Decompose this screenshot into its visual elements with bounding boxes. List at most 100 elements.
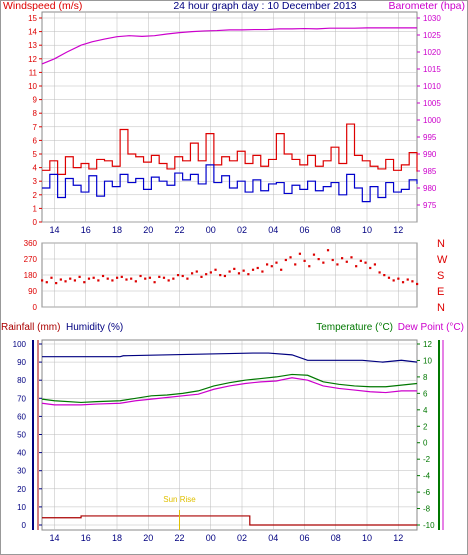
wind-direction-point [116,276,119,279]
wind-direction-point [120,275,123,278]
wind-direction-point [336,263,339,266]
x-tick-label: 10 [362,533,372,543]
wind-direction-point [209,271,212,274]
y-tick-label: 13 [28,41,37,50]
y-right-tick-label: 1005 [423,99,441,108]
humidity-line [42,352,418,363]
wind-direction-point [219,274,222,277]
y-tick-label: 10 [28,82,37,91]
y-right-tick-label: 975 [423,201,437,210]
x-tick-label: 14 [49,225,59,235]
wind-direction-point [162,276,166,279]
y-right-tick-label: 980 [423,184,437,193]
y-right-tick-label: 1000 [423,116,441,125]
y-tick-label: 0 [33,303,38,312]
wind-direction-point [191,272,194,275]
wind-direction-point [125,278,128,281]
y-right-tick-label: 0 [423,439,428,448]
y-tick-label: 0 [33,218,38,227]
wind-direction-point [237,272,241,275]
wind-direction-point [59,278,62,281]
panel-3-frame [41,339,418,531]
x-tick-label: 00 [206,225,216,235]
wind-direction-point [397,277,400,280]
wind-direction-point [266,263,269,266]
y-right-tick-label: -4 [423,472,431,481]
x-tick-label: 06 [299,533,309,543]
x-tick-label: 16 [81,533,91,543]
windspeed-label: Windspeed (m/s) [3,0,82,12]
wind-direction-point [233,267,236,270]
y-right-tick-label: 2 [423,422,428,431]
wind-direction-point [392,279,395,282]
wind-direction-point [153,281,156,284]
wind-direction-point [242,269,245,272]
barometer-line [41,27,417,65]
wind-direction-point [312,253,316,256]
x-tick-label: 10 [362,225,372,235]
temperature-label: Temperature (°C) [316,322,393,333]
wind-direction-point [176,274,180,277]
wind-direction-point [331,258,334,262]
wind-direction-point [186,277,189,280]
wind-direction-point [322,261,325,264]
y-tick-label: 14 [28,28,37,37]
graph-title: 24 hour graph day : 10 December 2013 [173,0,356,12]
rainfall-label: Rainfall (mm) [1,322,60,333]
wind-direction-point [383,274,386,277]
y-tick-label: 50 [17,431,26,440]
wind-direction-point [200,275,203,278]
x-tick-label: 00 [206,533,216,543]
wind-direction-point [205,273,208,276]
wind-direction-point [97,279,100,282]
y-right-tick-label: -6 [423,488,431,497]
wind-direction-point [294,263,297,266]
x-tick-label: 14 [49,533,59,543]
wind-direction-point [55,282,58,285]
wind-direction-point [345,260,348,263]
y-right-tick-label: 10 [423,356,432,365]
x-tick-label: 04 [268,225,278,235]
wind-direction-point [303,259,306,262]
wind-direction-point [416,282,419,286]
compass-label: N [437,238,445,250]
y-tick-label: 11 [29,68,38,77]
y-right-tick-label: 1010 [423,82,441,91]
y-tick-label: 60 [17,412,26,421]
y-tick-label: 180 [24,271,38,280]
wind-direction-point [45,281,48,284]
y-tick-label: 360 [24,239,38,248]
wind-direction-point [289,256,292,259]
barometer-label: Barometer (hpa) [389,0,465,12]
y-tick-label: 3 [33,177,38,186]
y-tick-label: 2 [33,191,38,200]
wind-direction-point [87,277,91,280]
wind-direction-point [355,265,358,268]
sunrise-label: Sun Rise [163,495,196,504]
wind-direction-point [106,277,109,280]
wind-direction-point [41,279,44,282]
wind-direction-point [364,261,367,264]
wind-direction-point [275,261,278,264]
y-right-tick-label: -10 [423,521,435,530]
wind-direction-point [73,279,77,282]
x-tick-label: 02 [237,533,247,543]
y-right-tick-label: 990 [423,150,437,159]
dew-point-line [41,377,417,406]
wind-direction-point [369,266,372,270]
panel-1-frame [41,11,418,223]
wind-direction-point [256,266,259,270]
wind-direction-point [359,259,362,262]
wind-direction-point [64,280,67,283]
y-right-tick-label: 8 [423,373,428,382]
x-tick-label: 20 [143,225,153,235]
y-right-tick-label: -2 [423,455,431,464]
x-tick-label: 18 [112,225,122,235]
compass-label: E [437,286,444,298]
wind-direction-point [280,268,283,271]
y-tick-label: 20 [17,485,26,494]
wind-direction-point [158,275,161,278]
wind-direction-point [172,277,175,280]
wind-direction-point [308,265,311,268]
wind-direction-point [101,274,105,278]
